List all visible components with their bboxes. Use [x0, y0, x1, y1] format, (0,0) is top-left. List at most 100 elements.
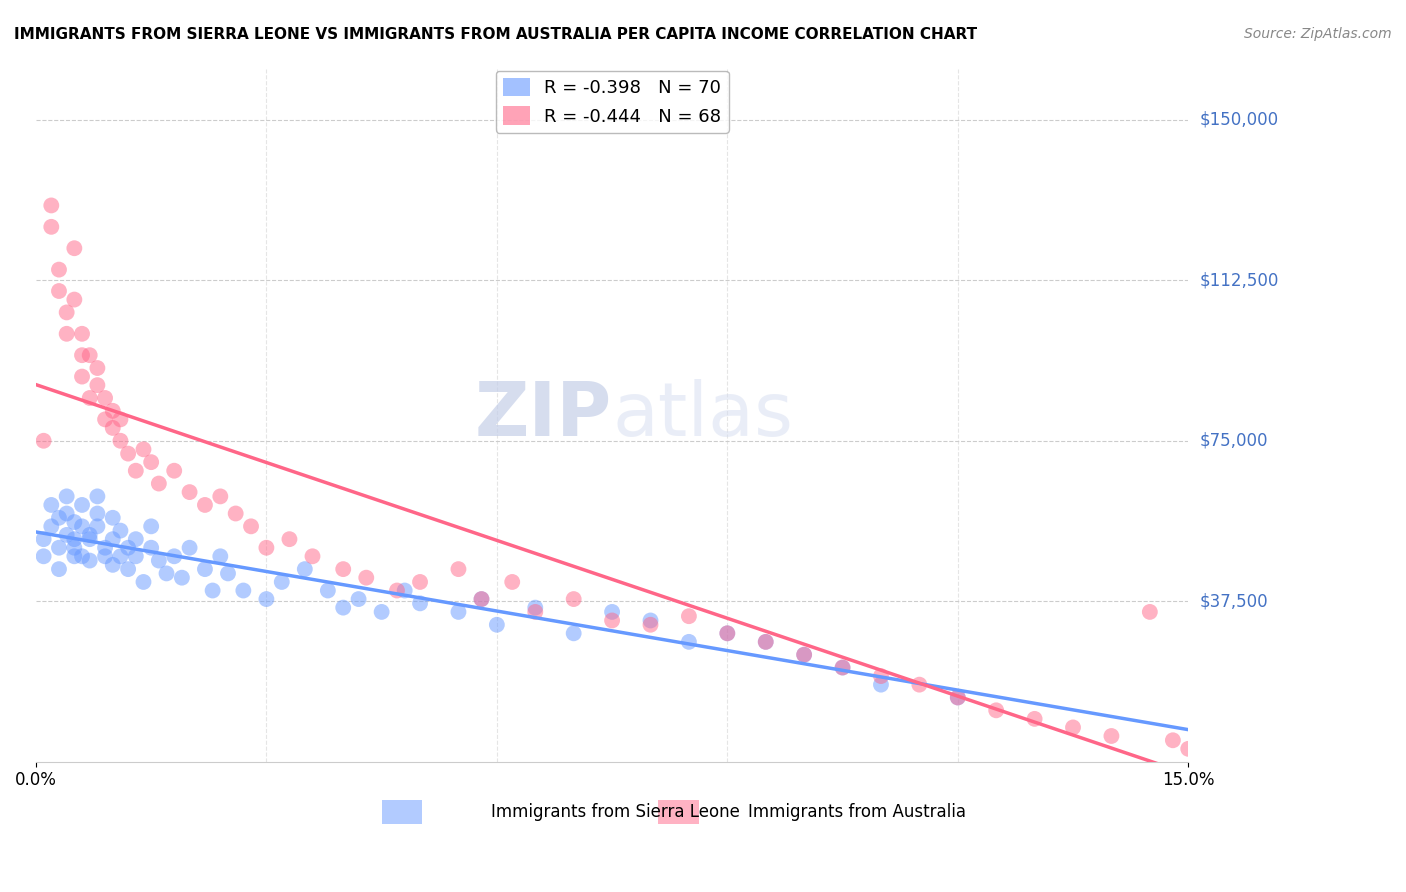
Point: [55, 507, 77, 521]
Point: [1201, 752, 1223, 766]
Point: [101, 510, 124, 524]
Text: $150,000: $150,000: [1199, 111, 1279, 128]
Point: [370, 605, 392, 619]
Point: [48, 262, 70, 277]
Point: [55, 528, 77, 542]
Point: [179, 541, 201, 555]
Point: [163, 549, 186, 564]
Point: [63, 532, 86, 546]
Point: [63, 241, 86, 255]
Point: [63, 549, 86, 564]
Point: [1139, 605, 1161, 619]
Point: [141, 455, 163, 469]
Point: [194, 562, 217, 576]
Point: [640, 617, 662, 632]
Text: $75,000: $75,000: [1199, 432, 1268, 450]
Point: [716, 626, 738, 640]
Point: [86, 507, 108, 521]
Point: [1185, 746, 1208, 760]
Point: [110, 549, 132, 564]
Point: [48, 562, 70, 576]
Point: [141, 519, 163, 533]
Point: [562, 626, 585, 640]
Point: [485, 617, 508, 632]
Point: [294, 562, 316, 576]
Point: [86, 519, 108, 533]
Point: [79, 532, 101, 546]
Point: [63, 293, 86, 307]
Point: [201, 583, 224, 598]
Point: [600, 605, 623, 619]
Point: [1177, 741, 1199, 756]
Point: [55, 326, 77, 341]
Point: [356, 571, 378, 585]
Point: [63, 541, 86, 555]
Point: [179, 485, 201, 500]
Point: [110, 524, 132, 538]
Point: [148, 553, 170, 567]
Text: Immigrants from Sierra Leone: Immigrants from Sierra Leone: [491, 803, 740, 821]
Point: [79, 553, 101, 567]
Point: [316, 583, 339, 598]
Point: [225, 507, 247, 521]
Point: [716, 626, 738, 640]
Text: IMMIGRANTS FROM SIERRA LEONE VS IMMIGRANTS FROM AUSTRALIA PER CAPITA INCOME CORR: IMMIGRANTS FROM SIERRA LEONE VS IMMIGRAN…: [14, 27, 977, 42]
Point: [63, 515, 86, 529]
Point: [270, 574, 292, 589]
Point: [301, 549, 323, 564]
Point: [678, 635, 700, 649]
Point: [385, 583, 408, 598]
Point: [209, 489, 232, 503]
Point: [232, 583, 254, 598]
Bar: [381, 800, 422, 824]
Point: [240, 519, 263, 533]
Point: [600, 614, 623, 628]
Point: [110, 412, 132, 426]
Point: [148, 476, 170, 491]
Point: [394, 583, 416, 598]
Point: [254, 592, 277, 607]
Point: [39, 498, 62, 512]
Point: [94, 391, 117, 405]
Point: [132, 442, 155, 457]
Point: [170, 571, 193, 585]
Point: [194, 498, 217, 512]
Text: atlas: atlas: [612, 378, 793, 451]
Point: [70, 519, 93, 533]
Point: [831, 660, 853, 674]
Point: [39, 198, 62, 212]
Point: [155, 566, 177, 581]
Point: [94, 541, 117, 555]
Legend: R = -0.398   N = 70, R = -0.444   N = 68: R = -0.398 N = 70, R = -0.444 N = 68: [495, 70, 728, 133]
Point: [1215, 754, 1237, 768]
Point: [1223, 755, 1246, 769]
Point: [70, 369, 93, 384]
Point: [332, 600, 354, 615]
Bar: [658, 800, 699, 824]
Point: [101, 532, 124, 546]
Point: [101, 421, 124, 435]
Point: [70, 326, 93, 341]
Point: [125, 532, 148, 546]
Point: [793, 648, 815, 662]
Point: [870, 669, 893, 683]
Point: [640, 614, 662, 628]
Point: [48, 541, 70, 555]
Point: [55, 489, 77, 503]
Point: [125, 549, 148, 564]
Point: [1161, 733, 1184, 747]
Point: [132, 574, 155, 589]
Point: [562, 592, 585, 607]
Point: [470, 592, 492, 607]
Point: [470, 592, 492, 607]
Point: [278, 532, 301, 546]
Point: [94, 549, 117, 564]
Point: [163, 464, 186, 478]
Point: [1192, 750, 1215, 764]
Point: [755, 635, 778, 649]
Point: [32, 549, 55, 564]
Point: [70, 549, 93, 564]
Point: [1062, 721, 1084, 735]
Point: [70, 498, 93, 512]
Point: [117, 541, 139, 555]
